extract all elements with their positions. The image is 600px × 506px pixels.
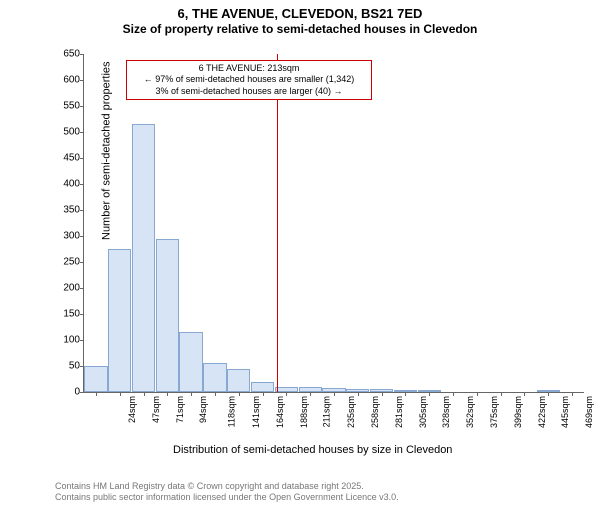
histogram-bar — [203, 363, 226, 392]
x-tick-label: 94sqm — [198, 396, 208, 423]
x-tick-label: 188sqm — [299, 396, 309, 428]
x-tick-mark — [120, 392, 121, 396]
x-tick-label: 422sqm — [537, 396, 547, 428]
y-tick-label: 650 — [56, 49, 80, 60]
x-tick-mark — [453, 392, 454, 396]
y-tick-label: 400 — [56, 179, 80, 190]
x-tick-mark — [167, 392, 168, 396]
x-tick-mark — [215, 392, 216, 396]
histogram-bar — [251, 382, 274, 392]
y-tick-label: 0 — [56, 387, 80, 398]
y-tick-label: 600 — [56, 75, 80, 86]
x-tick-mark — [310, 392, 311, 396]
histogram-bar — [132, 124, 155, 392]
x-axis-label: Distribution of semi-detached houses by … — [173, 444, 452, 456]
histogram-bar — [179, 332, 202, 392]
footer-line1: Contains HM Land Registry data © Crown c… — [55, 481, 399, 492]
y-tick-label: 100 — [56, 335, 80, 346]
chart-title-line1: 6, THE AVENUE, CLEVEDON, BS21 7ED — [0, 6, 600, 21]
plot-area: 0501001502002503003504004505005506006502… — [83, 54, 584, 393]
footer-line2: Contains public sector information licen… — [55, 492, 399, 503]
y-tick-label: 150 — [56, 309, 80, 320]
x-tick-mark — [501, 392, 502, 396]
x-tick-mark — [524, 392, 525, 396]
y-tick-label: 350 — [56, 205, 80, 216]
marker-info-box: 6 THE AVENUE: 213sqm← 97% of semi-detach… — [126, 60, 372, 100]
x-tick-label: 328sqm — [441, 396, 451, 428]
x-tick-label: 399sqm — [513, 396, 523, 428]
x-tick-mark — [429, 392, 430, 396]
x-tick-label: 235sqm — [346, 396, 356, 428]
histogram-bar — [156, 239, 179, 392]
x-tick-mark — [405, 392, 406, 396]
x-tick-mark — [263, 392, 264, 396]
chart-title-line2: Size of property relative to semi-detach… — [0, 22, 600, 36]
marker-line3: 3% of semi-detached houses are larger (4… — [131, 86, 367, 97]
y-tick-label: 200 — [56, 283, 80, 294]
x-tick-mark — [477, 392, 478, 396]
x-tick-label: 164sqm — [275, 396, 285, 428]
y-tick-label: 50 — [56, 361, 80, 372]
x-tick-mark — [572, 392, 573, 396]
x-tick-mark — [382, 392, 383, 396]
x-tick-label: 352sqm — [465, 396, 475, 428]
x-tick-label: 258sqm — [370, 396, 380, 428]
marker-line — [277, 54, 278, 392]
y-tick-label: 250 — [56, 257, 80, 268]
histogram-bar — [227, 369, 250, 392]
x-tick-label: 469sqm — [584, 396, 594, 428]
chart-container: Number of semi-detached properties 05010… — [55, 54, 583, 414]
x-tick-mark — [191, 392, 192, 396]
x-tick-label: 305sqm — [418, 396, 428, 428]
x-tick-label: 375sqm — [489, 396, 499, 428]
y-tick-label: 500 — [56, 127, 80, 138]
x-tick-mark — [548, 392, 549, 396]
x-tick-label: 71sqm — [175, 396, 185, 423]
y-tick-label: 550 — [56, 101, 80, 112]
x-tick-mark — [334, 392, 335, 396]
marker-line1: 6 THE AVENUE: 213sqm — [131, 63, 367, 74]
x-tick-label: 445sqm — [561, 396, 571, 428]
x-tick-mark — [239, 392, 240, 396]
x-tick-mark — [358, 392, 359, 396]
x-tick-label: 141sqm — [251, 396, 261, 428]
x-tick-label: 47sqm — [151, 396, 161, 423]
x-tick-mark — [96, 392, 97, 396]
x-tick-mark — [144, 392, 145, 396]
x-tick-label: 118sqm — [227, 396, 237, 427]
histogram-bar — [108, 249, 131, 392]
x-tick-label: 24sqm — [127, 396, 137, 423]
histogram-bar — [84, 366, 107, 392]
x-tick-mark — [286, 392, 287, 396]
x-tick-label: 281sqm — [394, 396, 404, 428]
x-tick-label: 211sqm — [322, 396, 332, 427]
marker-line2: ← 97% of semi-detached houses are smalle… — [131, 74, 367, 85]
y-tick-label: 300 — [56, 231, 80, 242]
y-tick-label: 450 — [56, 153, 80, 164]
